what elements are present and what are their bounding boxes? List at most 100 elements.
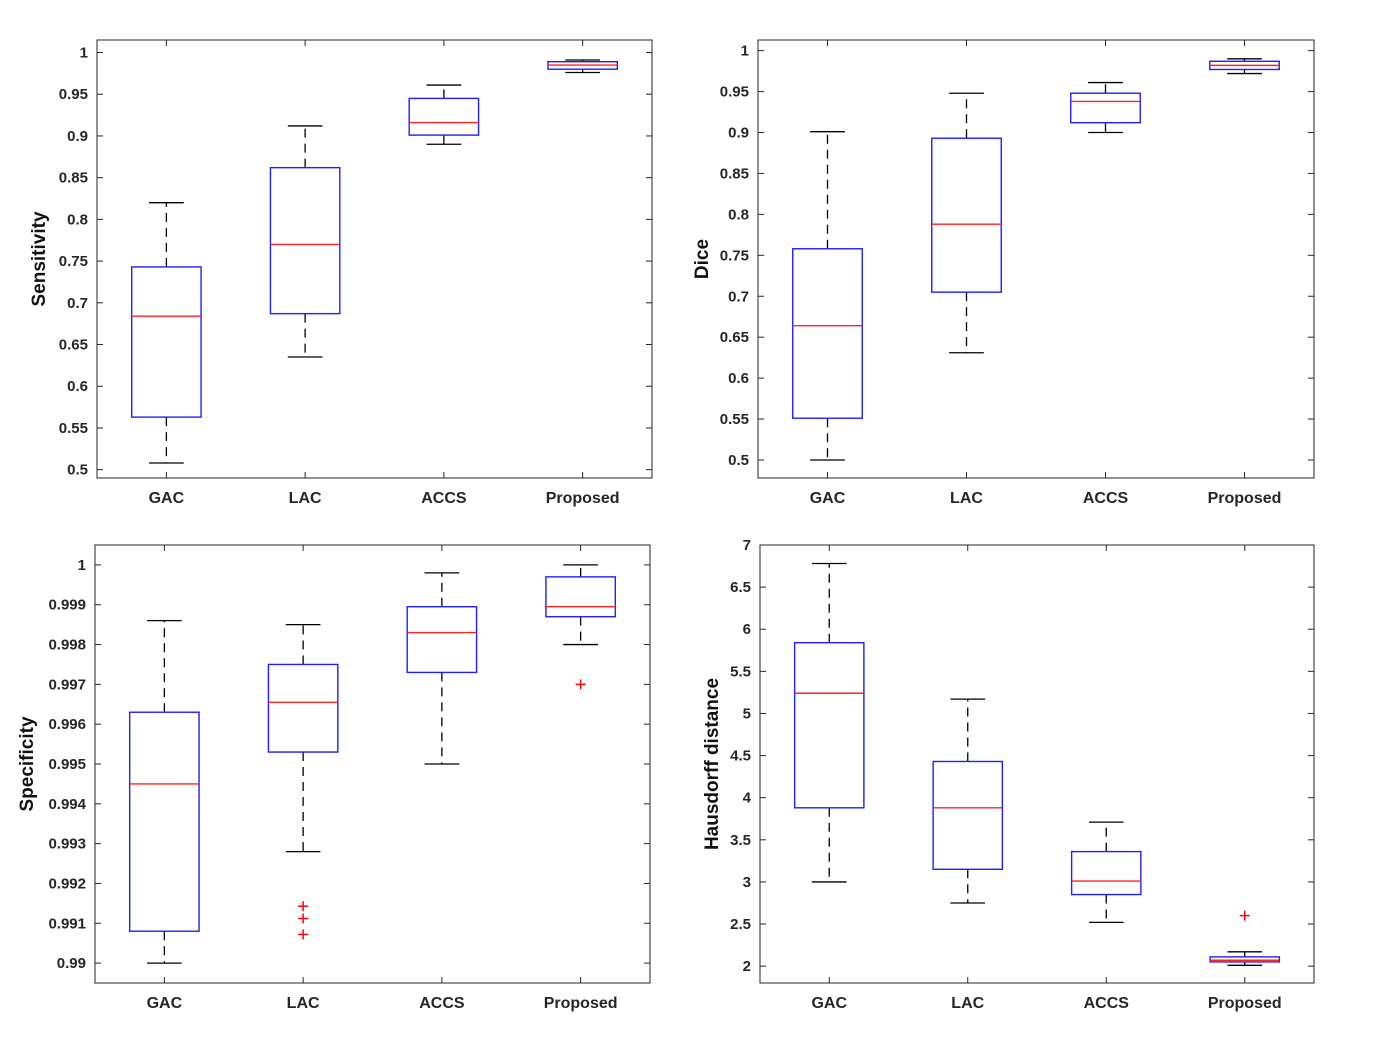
y-tick-label: 2.5	[730, 916, 751, 933]
y-tick-label: 4	[743, 790, 752, 807]
y-tick-label: 0.75	[59, 253, 88, 270]
y-axis-label: Sensitivity	[29, 211, 50, 306]
x-category-label: LAC	[289, 490, 322, 507]
x-category-label: Proposed	[546, 490, 620, 507]
x-category-label: Proposed	[1208, 490, 1282, 507]
y-tick-label: 1	[80, 45, 88, 62]
y-tick-label: 0.994	[48, 796, 86, 813]
box-proposed	[1209, 58, 1280, 75]
y-tick-label: 3	[743, 874, 751, 891]
y-tick-label: 0.6	[67, 378, 88, 395]
y-tick-label: 6	[743, 621, 751, 638]
y-tick-label: 1	[78, 557, 86, 574]
y-tick-label: 0.95	[59, 86, 88, 103]
x-category-label: Proposed	[1208, 995, 1282, 1012]
box-iqr	[130, 266, 202, 418]
outlier-marker	[575, 679, 586, 690]
panel-1: 0.5 0.55 0.6 0.65 0.7 0.75 0.8 0.85 0.9 0.95 1 GAC L…	[29, 39, 653, 507]
box-accs	[408, 84, 480, 145]
y-tick-label: 0.992	[48, 875, 86, 892]
y-tick-label: 0.996	[48, 716, 86, 733]
y-tick-label: 4.5	[730, 748, 751, 765]
box-iqr	[931, 137, 1002, 293]
box-iqr	[792, 248, 863, 419]
y-tick-label: 2	[743, 958, 751, 975]
box-accs	[1070, 81, 1141, 134]
y-tick-label: 0.5	[728, 452, 749, 469]
panel-2: 0.5 0.55 0.6 0.65 0.7 0.75 0.8 0.85 0.9 0.95 1 GAC L…	[692, 39, 1315, 507]
box-proposed	[545, 564, 617, 690]
x-category-label: ACCS	[1083, 490, 1129, 507]
y-tick-label: 0.9	[67, 128, 88, 145]
y-tick-label: 0.8	[67, 211, 88, 228]
y-tick-label: 0.99	[57, 955, 86, 972]
panel-4: 2 2.5 3 3.5 4 4.5 5 5.5 6 6.5 7 GAC LAC ACCS Proposed H…	[702, 537, 1315, 1012]
box-iqr	[932, 760, 1004, 870]
box-accs	[1070, 821, 1142, 924]
axes-frame	[759, 544, 1315, 984]
y-tick-label: 0.65	[720, 329, 749, 346]
y-tick-label: 0.998	[48, 637, 86, 654]
box-iqr	[267, 663, 339, 753]
y-tick-label: 0.993	[48, 836, 86, 853]
outlier-marker	[298, 901, 309, 912]
y-tick-label: 5.5	[730, 663, 751, 680]
x-category-label: LAC	[287, 995, 320, 1012]
box-iqr	[1209, 956, 1281, 963]
y-tick-label: 0.997	[48, 676, 86, 693]
box-lac	[269, 125, 341, 358]
box-iqr	[1070, 92, 1141, 124]
y-tick-label: 0.75	[720, 247, 749, 264]
x-category-label: Proposed	[544, 995, 618, 1012]
box-lac	[932, 698, 1004, 904]
x-category-label: GAC	[149, 490, 185, 507]
y-tick-label: 7	[743, 537, 751, 554]
y-axis-label: Specificity	[17, 716, 38, 811]
y-tick-label: 0.991	[48, 915, 86, 932]
box-gac	[130, 202, 202, 464]
x-category-label: LAC	[951, 995, 984, 1012]
y-tick-label: 0.85	[720, 165, 749, 182]
axes-frame	[94, 544, 651, 984]
box-iqr	[793, 642, 865, 809]
axes-frame	[96, 39, 653, 479]
x-category-label: ACCS	[419, 995, 465, 1012]
y-tick-label: 0.55	[720, 411, 749, 428]
box-iqr	[1070, 850, 1142, 896]
y-axis-label: Dice	[692, 239, 713, 279]
y-tick-label: 0.9	[728, 125, 749, 142]
box-gac	[793, 562, 865, 883]
y-tick-label: 3.5	[730, 832, 751, 849]
y-tick-label: 0.6	[728, 370, 749, 387]
y-tick-label: 0.95	[720, 84, 749, 101]
x-category-label: ACCS	[1084, 995, 1130, 1012]
y-tick-label: 0.65	[59, 337, 88, 354]
box-accs	[406, 572, 478, 765]
y-tick-label: 5	[743, 705, 751, 722]
box-proposed	[1209, 910, 1281, 966]
outlier-marker	[1239, 910, 1250, 921]
box-lac	[931, 92, 1002, 354]
box-iqr	[408, 97, 480, 136]
box-gac	[792, 131, 863, 461]
y-axis-label: Hausdorff distance	[702, 678, 723, 850]
box-iqr	[545, 576, 617, 618]
y-tick-label: 0.995	[48, 756, 86, 773]
y-tick-label: 6.5	[730, 579, 751, 596]
y-tick-label: 0.85	[59, 170, 88, 187]
x-category-label: GAC	[147, 995, 183, 1012]
axes-frame	[757, 39, 1315, 479]
y-tick-label: 0.5	[67, 462, 88, 479]
y-tick-label: 1	[741, 43, 749, 60]
x-category-label: LAC	[950, 490, 983, 507]
x-category-label: ACCS	[421, 490, 467, 507]
y-tick-label: 0.7	[67, 295, 88, 312]
y-tick-label: 0.999	[48, 597, 86, 614]
box-proposed	[547, 59, 619, 74]
outlier-marker	[298, 929, 309, 940]
box-iqr	[128, 711, 200, 932]
y-tick-label: 0.55	[59, 420, 88, 437]
x-category-label: GAC	[810, 490, 846, 507]
x-category-label: GAC	[811, 995, 847, 1012]
